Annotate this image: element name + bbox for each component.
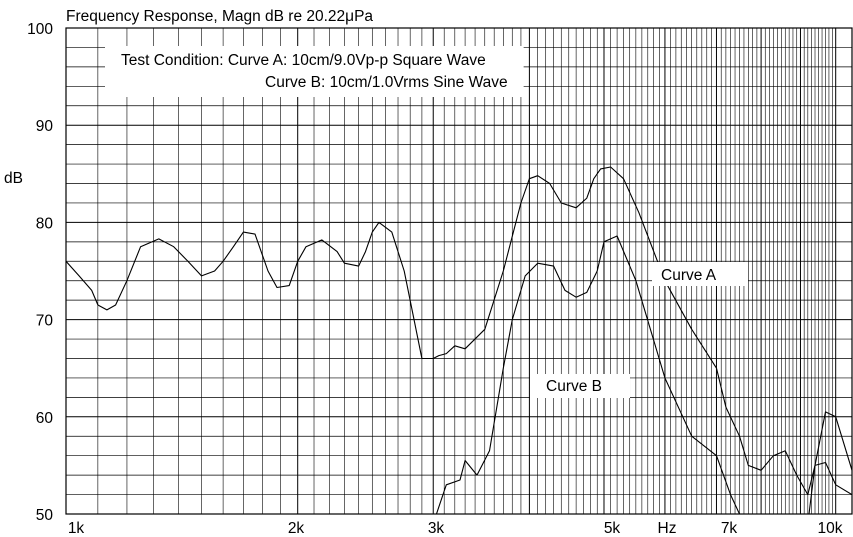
y-tick-labels: 50 60 70 80 90 100: [27, 21, 53, 524]
y-tick-label: 80: [36, 215, 54, 232]
test-condition-legend: Test Condition: Curve A: 10cm/9.0Vp-p Sq…: [105, 46, 524, 97]
plot-curves: [66, 166, 852, 514]
legend-line-1: Test Condition: Curve A: 10cm/9.0Vp-p Sq…: [121, 52, 486, 69]
curve-a-line: [66, 166, 852, 496]
curve-b-label-background: [530, 374, 630, 398]
legend-box-background: [105, 46, 524, 97]
x-tick-label: 10k: [818, 520, 843, 537]
x-tick-label: 3k: [428, 520, 445, 537]
curve-a-label-text: Curve A: [661, 267, 717, 284]
curve-a-label: Curve A: [652, 262, 748, 286]
y-tick-label: 50: [36, 507, 54, 524]
curve-a-label-background: [652, 262, 748, 286]
x-tick-label: 7k: [721, 520, 738, 537]
curve-b-label-text: Curve B: [546, 378, 602, 395]
x-tick-label: 2k: [288, 520, 305, 537]
curve-b-line: [435, 235, 852, 514]
x-tick-labels: 1k 2k 3k 5k 7k 10k Hz: [68, 520, 843, 537]
x-tick-label: 1k: [68, 520, 85, 537]
y-axis-label: dB: [4, 170, 23, 187]
y-tick-label: 70: [36, 313, 54, 330]
plot-frame: [65, 27, 853, 515]
x-axis-unit-label: Hz: [658, 520, 677, 537]
chart-title: Frequency Response, Magn dB re 20.22μPa: [66, 8, 373, 25]
curve-b-label: Curve B: [530, 374, 630, 398]
x-tick-label: 5k: [604, 520, 621, 537]
y-tick-label: 100: [27, 21, 53, 38]
y-tick-label: 60: [36, 410, 54, 427]
y-tick-label: 90: [36, 118, 54, 135]
legend-line-2: Curve B: 10cm/1.0Vrms Sine Wave: [265, 74, 508, 91]
